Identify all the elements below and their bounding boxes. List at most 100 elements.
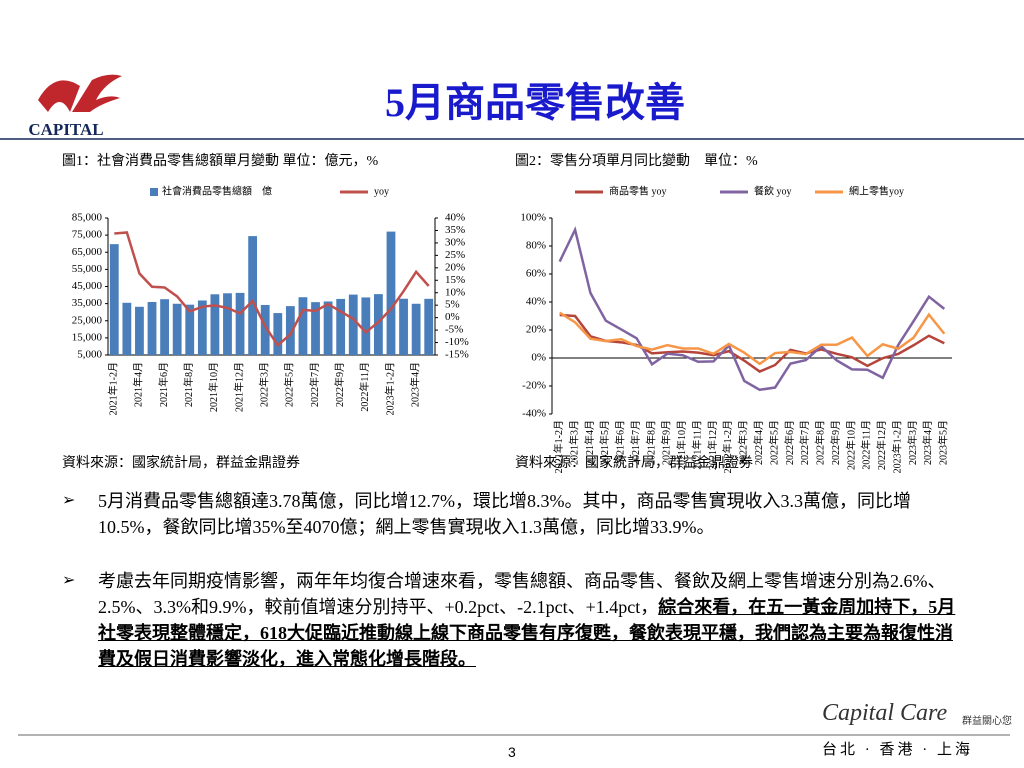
bullet-text: 5月消費品零售總額達3.78萬億，同比增12.7%，環比增8.3%。其中，商品零…	[98, 491, 911, 537]
bar	[147, 302, 157, 355]
bar	[323, 301, 333, 355]
y-tick-label: 5,000	[77, 349, 102, 361]
bar	[298, 297, 308, 355]
logo-text: CAPITAL	[28, 120, 103, 139]
x-tick-label: 2023年4月	[408, 362, 421, 407]
x-tick-label: 2021年6月	[157, 362, 170, 407]
bar	[185, 304, 195, 355]
x-tick-label: 2021年4月	[132, 362, 145, 407]
y2-tick-label: 40%	[445, 212, 465, 224]
source-note: 資料來源：國家統計局，群益金鼎證券	[62, 456, 300, 471]
x-tick-label: 2022年11月	[358, 362, 371, 412]
y2-tick-label: -15%	[445, 349, 469, 361]
x-tick-label: 2021年11月	[690, 420, 703, 470]
slide-title: 5月商品零售改善	[385, 80, 685, 125]
x-tick-label: 2021年10月	[675, 420, 688, 470]
legend-label: 網上零售yoy	[849, 184, 904, 197]
x-tick-label: 2021年9月	[660, 420, 673, 465]
x-tick-label: 2022年10月	[844, 420, 857, 470]
bar	[235, 292, 245, 355]
y-tick-label: 65,000	[72, 246, 103, 258]
y-tick-label: 0%	[531, 352, 546, 364]
x-tick-label: 2023年5月	[937, 420, 950, 465]
x-tick-label: 2023年1-2月	[383, 362, 396, 415]
line-series	[114, 231, 430, 348]
legend-label: yoy	[374, 186, 389, 197]
y-tick-label: -20%	[522, 380, 546, 392]
bar	[348, 294, 358, 355]
x-tick-label: 2021年12月	[706, 420, 719, 470]
x-tick-label: 2022年1-2月	[721, 420, 734, 473]
y-tick-label: 60%	[526, 268, 546, 280]
x-tick-label: 2022年7月	[308, 362, 321, 407]
chart-caption: 圖1：社會消費品零售總額單月變動 單位：億元，%	[62, 154, 379, 169]
x-tick-label: 2023年1-2月	[890, 420, 903, 473]
bar	[336, 298, 346, 355]
bar	[260, 304, 270, 355]
x-tick-label: 2022年6月	[783, 420, 796, 465]
bar	[374, 294, 383, 355]
y2-tick-label: 5%	[445, 299, 460, 311]
source-note: 資料來源：國家統計局，群益金鼎證券	[515, 456, 753, 471]
x-tick-label: 2023年3月	[906, 420, 919, 465]
bar	[122, 302, 132, 355]
y-tick-label: -40%	[522, 408, 546, 420]
x-tick-label: 2022年9月	[829, 420, 842, 465]
y-tick-label: 25,000	[72, 314, 103, 326]
x-tick-label: 2022年7月	[798, 420, 811, 465]
x-tick-label: 2023年4月	[921, 420, 934, 465]
x-tick-label: 2021年8月	[644, 420, 657, 465]
x-tick-label: 2022年11月	[860, 420, 873, 470]
x-tick-label: 2022年3月	[258, 362, 271, 407]
y-tick-label: 75,000	[72, 229, 103, 241]
page-number: 3	[508, 744, 516, 760]
line-series	[558, 226, 946, 392]
footer-cities: 台北 · 香港 · 上海	[822, 742, 973, 758]
bar	[223, 293, 232, 355]
bar	[411, 303, 421, 355]
bar	[361, 297, 371, 355]
x-tick-label: 2021年5月	[598, 420, 611, 465]
y-tick-label: 35,000	[72, 297, 103, 309]
bar	[210, 294, 220, 355]
logo-mark	[38, 80, 80, 112]
bar	[109, 244, 119, 355]
x-tick-label: 2022年5月	[767, 420, 780, 465]
x-tick-label: 2022年12月	[875, 420, 888, 470]
bullet-text: 考慮去年同期疫情影響，兩年年均復合增速來看，零售總額、商品零售、餐飲及網上零售增…	[98, 571, 946, 617]
x-tick-label: 2021年10月	[207, 362, 220, 412]
x-tick-label: 2021年1-2月	[107, 362, 120, 415]
bar	[172, 303, 182, 355]
bar	[285, 306, 295, 355]
x-tick-label: 2022年8月	[814, 420, 827, 465]
y-tick-label: 80%	[526, 240, 546, 252]
y2-tick-label: -10%	[445, 336, 469, 348]
line-series	[559, 313, 945, 374]
y-tick-label: 40%	[526, 296, 546, 308]
line-series	[559, 311, 946, 366]
x-tick-label: 2022年5月	[283, 362, 296, 407]
legend-label: 社會消費品零售總額 億	[162, 184, 272, 197]
x-tick-label: 2021年3月	[567, 420, 580, 465]
y-tick-label: 15,000	[72, 331, 103, 343]
y-tick-label: 45,000	[72, 280, 103, 292]
y2-tick-label: 30%	[445, 236, 465, 248]
bar	[311, 302, 320, 355]
bar	[386, 231, 396, 355]
footer-brand: Capital Care	[822, 700, 948, 726]
bullet-emphasis: 綜合來看，在五一黃金周加持下，5月社零表現整體穩定，618大促臨近推動線上線下商…	[98, 597, 956, 669]
legend-label: 餐飲 yoy	[754, 184, 792, 197]
y2-tick-label: 10%	[445, 286, 465, 298]
chart-caption: 圖2：零售分項單月同比變動 單位：%	[515, 154, 758, 169]
legend-label: 商品零售 yoy	[609, 184, 667, 197]
x-tick-label: 2021年4月	[583, 420, 596, 465]
x-tick-label: 2021年6月	[614, 420, 627, 465]
bullet: ➢ 考慮去年同期疫情影響，兩年年均復合增速來看，零售總額、商品零售、餐飲及網上零售…	[62, 571, 956, 669]
footer-slogan: 群益關心您	[962, 716, 1012, 727]
bar	[197, 300, 207, 355]
x-tick-label: 2021年12月	[232, 362, 245, 412]
x-tick-label: 2022年9月	[333, 362, 346, 407]
logo-mark	[72, 74, 122, 112]
